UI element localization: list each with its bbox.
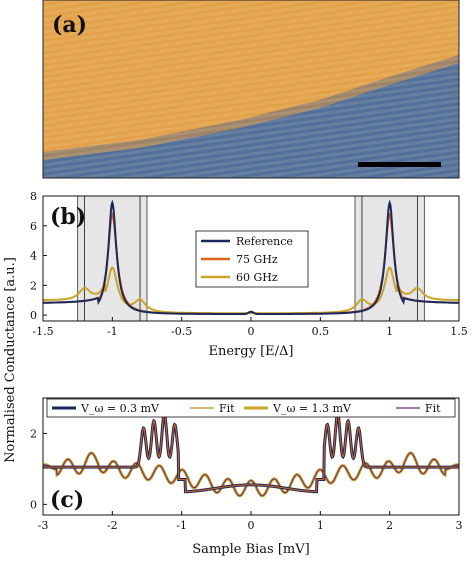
panel-b-y-ticks: 0 2 4 6 8 [30,190,47,322]
panel-c-y-ticks: 02 [30,427,47,511]
legend-75ghz: 75 GHz [236,253,278,266]
x-tick-label: 1 [386,325,393,338]
x-tick-label: 1.5 [450,325,468,338]
panel-b-x-ticks: -1.5 -1 -0.5 0 0.5 1 1.5 [32,317,468,338]
scale-bar [358,162,441,167]
panel-c-plot: -3 -2 -1 0 1 2 3 02 (c) V_ω = 0.3 mV Fit V_ω =… [30,397,463,557]
panel-b-xlabel: Energy [E/Δ] [209,344,294,359]
y-tick-label: 0 [30,498,37,511]
x-tick-label: 0 [248,519,255,532]
series-v03-fit [43,413,459,493]
x-tick-label: -1.5 [32,325,53,338]
series-60ghz [43,266,459,315]
legend-v03: V_ω = 0.3 mV [80,402,160,415]
panel-a-frame [42,0,460,179]
panel-c-label: (c) [50,487,84,513]
x-tick-label: 0.5 [312,325,330,338]
x-tick-label: 0 [248,325,255,338]
legend-60ghz: 60 GHz [236,271,278,284]
x-tick-label: -1 [176,519,187,532]
x-tick-label: -2 [107,519,118,532]
y-tick-label: 4 [30,250,37,263]
panel-b-plot: -1.5 -1 -0.5 0 0.5 1 1.5 0 2 4 6 8 (b) Reference 7… [30,190,468,359]
x-tick-label: 2 [386,519,393,532]
y-tick-label: 2 [30,427,37,440]
panel-a-label: (a) [52,12,87,38]
legend-v13: V_ω = 1.3 mV [272,402,352,415]
y-tick-label: 8 [30,190,37,203]
y-tick-label: 0 [30,309,37,322]
shared-ylabel: Normalised Conductance [a.u.] [3,257,18,463]
legend-fit-2: Fit [425,402,441,415]
y-tick-label: 6 [30,220,37,233]
x-tick-label: -0.5 [171,325,192,338]
series-reference [43,199,459,315]
series-v13 [43,451,459,498]
panel-c-xlabel: Sample Bias [mV] [192,542,309,557]
x-tick-label: -3 [38,519,49,532]
legend-reference: Reference [236,235,293,248]
panel-c-x-ticks: -3 -2 -1 0 1 2 3 [38,511,463,532]
legend-fit-1: Fit [219,402,235,415]
series-v13-fit [43,452,459,497]
x-tick-label: 1 [317,519,324,532]
x-tick-label: -1 [107,325,118,338]
panel-c-legend: V_ω = 0.3 mV Fit V_ω = 1.3 mV Fit [46,398,456,418]
x-tick-label: 3 [456,519,463,532]
panel-b-label: (b) [50,204,86,230]
panel-b-legend: Reference 75 GHz 60 GHz [195,230,309,288]
panel-a-image [43,0,459,178]
y-tick-label: 2 [30,279,37,292]
